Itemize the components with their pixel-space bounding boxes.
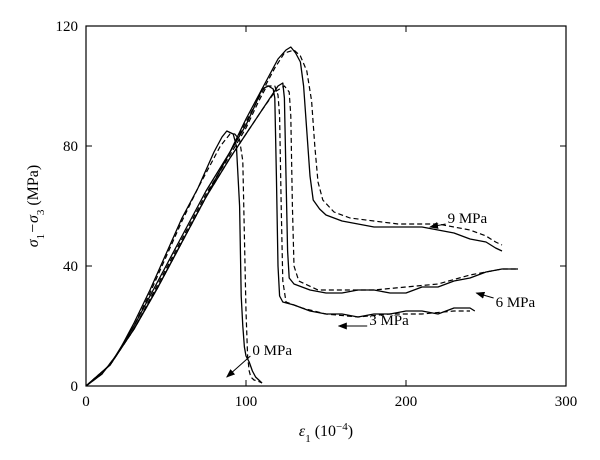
annotation-label-9-mpa: 9 MPa <box>448 211 488 227</box>
annotation-label-0-mpa: 0 MPa <box>252 343 292 359</box>
plot-frame <box>85 25 567 387</box>
axis-ticks: 0 100 200 300 0 40 80 120 <box>56 19 578 410</box>
y-tick-label: 120 <box>56 19 79 35</box>
annotation-arrow-9-mpa <box>429 222 446 229</box>
annotation-label-3-mpa: 3 MPa <box>369 313 409 329</box>
series-line-model-3-mpa <box>85 85 470 387</box>
y-tick-label: 40 <box>63 259 78 275</box>
annotation-arrow-6-mpa <box>475 291 494 299</box>
series-0-mpa <box>85 130 263 387</box>
series-line-test-3-mpa <box>85 85 476 387</box>
series-9-mpa <box>85 46 503 387</box>
annotation-arrow-0-mpa <box>226 355 251 378</box>
x-tick-label: 300 <box>555 394 578 410</box>
series-3-mpa <box>85 85 476 387</box>
y-tick-label: 0 <box>71 379 79 395</box>
series-line-test-9-mpa <box>85 46 503 387</box>
series-line-test-6-mpa <box>85 82 518 387</box>
series-group <box>85 46 518 387</box>
y-tick-label: 80 <box>63 139 78 155</box>
x-tick-label: 200 <box>395 394 418 410</box>
series-line-model-6-mpa <box>85 85 518 387</box>
axis-labels: ε1 (10−4) σ1−σ3 (MPa) <box>25 165 353 445</box>
series-6-mpa <box>85 82 518 387</box>
y-axis-label: σ1−σ3 (MPa) <box>25 165 47 247</box>
annotation-label-6-mpa: 6 MPa <box>496 295 536 311</box>
series-line-model-0-mpa <box>85 133 263 387</box>
plot-area-border <box>85 25 567 387</box>
annotations: 0 MPa 3 MPa 6 MPa 9 MPa <box>226 211 536 378</box>
x-tick-label: 100 <box>235 394 258 410</box>
series-line-test-0-mpa <box>85 130 263 387</box>
x-tick-label: 0 <box>82 394 90 410</box>
x-axis-label: ε1 (10−4) <box>299 421 353 445</box>
series-line-model-9-mpa <box>85 49 503 387</box>
